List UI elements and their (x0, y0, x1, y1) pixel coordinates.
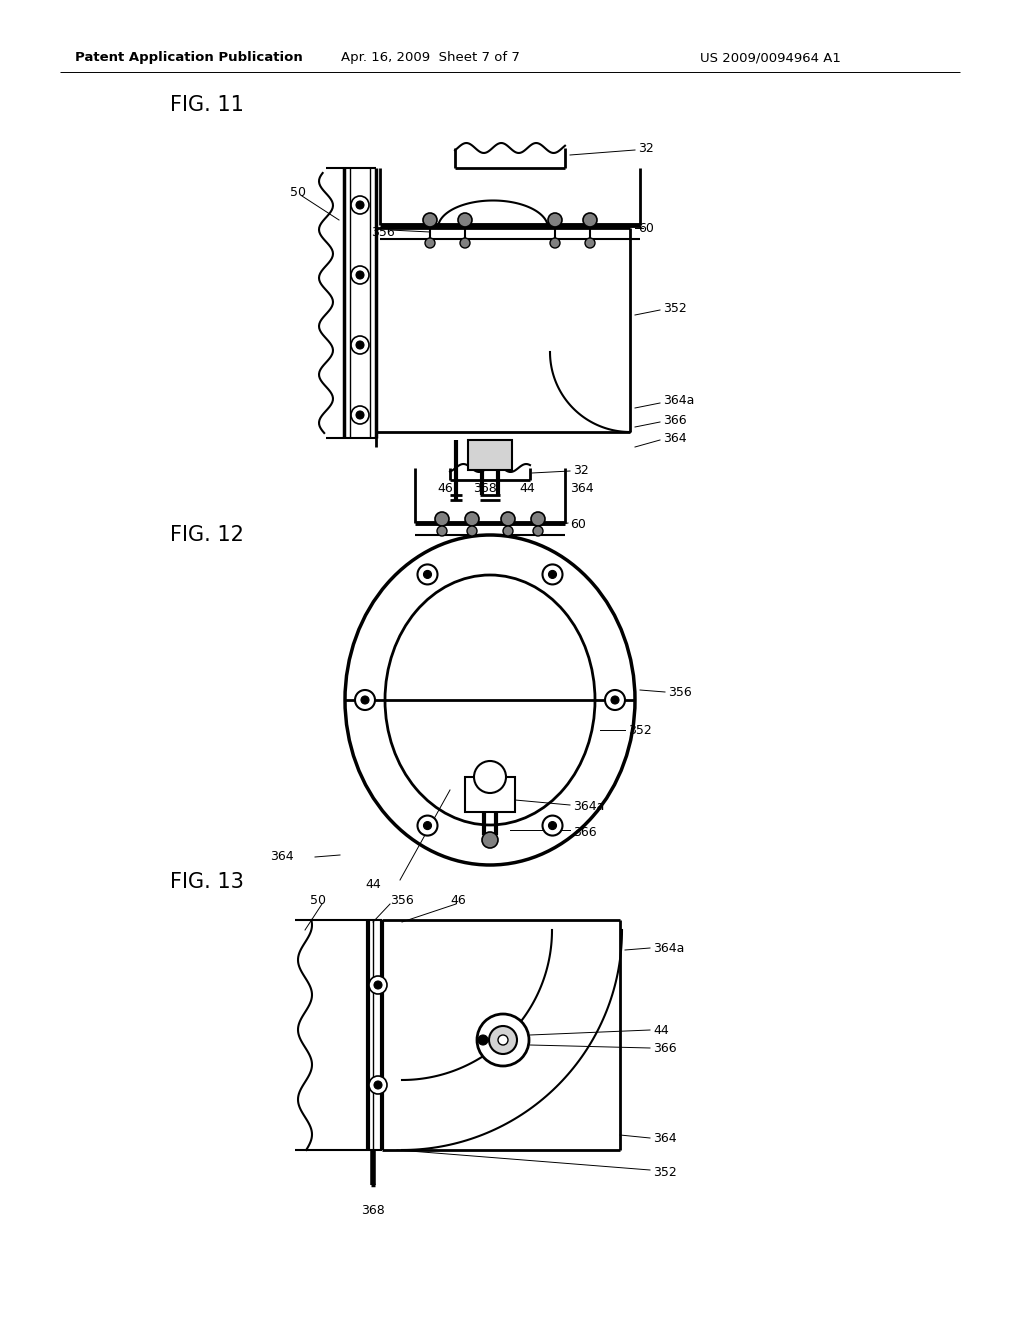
Text: 364: 364 (570, 482, 594, 495)
Circle shape (374, 1081, 382, 1089)
Text: FIG. 12: FIG. 12 (170, 525, 244, 545)
Text: 356: 356 (372, 226, 395, 239)
Text: FIG. 13: FIG. 13 (170, 873, 244, 892)
Text: Patent Application Publication: Patent Application Publication (75, 51, 303, 65)
Circle shape (355, 690, 375, 710)
Circle shape (543, 565, 562, 585)
Text: 44: 44 (519, 482, 535, 495)
Circle shape (489, 1026, 517, 1053)
Circle shape (458, 213, 472, 227)
Text: 364: 364 (270, 850, 294, 863)
Circle shape (498, 1035, 508, 1045)
Circle shape (435, 512, 449, 525)
Text: 356: 356 (390, 894, 414, 907)
Text: 32: 32 (573, 463, 589, 477)
Circle shape (474, 762, 506, 793)
Text: 46: 46 (437, 482, 453, 495)
Text: 366: 366 (663, 413, 687, 426)
Circle shape (611, 696, 618, 704)
Circle shape (351, 195, 369, 214)
Circle shape (534, 525, 543, 536)
Circle shape (478, 1035, 488, 1045)
Circle shape (424, 570, 431, 578)
Circle shape (585, 238, 595, 248)
Text: 364a: 364a (663, 393, 694, 407)
Circle shape (531, 512, 545, 525)
Circle shape (369, 975, 387, 994)
Text: 364a: 364a (573, 800, 604, 813)
Text: 352: 352 (663, 301, 687, 314)
Circle shape (549, 570, 556, 578)
Text: 32: 32 (638, 141, 653, 154)
Text: 60: 60 (570, 519, 586, 532)
Bar (465, 777, 515, 812)
Text: 368: 368 (473, 482, 497, 495)
Circle shape (605, 690, 625, 710)
Circle shape (583, 213, 597, 227)
Circle shape (549, 821, 556, 829)
Text: FIG. 11: FIG. 11 (170, 95, 244, 115)
Text: 44: 44 (653, 1023, 669, 1036)
Circle shape (356, 271, 364, 279)
Circle shape (356, 341, 364, 348)
Text: 352: 352 (628, 723, 651, 737)
Circle shape (425, 238, 435, 248)
Bar (468, 440, 512, 470)
Circle shape (351, 337, 369, 354)
Text: 366: 366 (653, 1041, 677, 1055)
Circle shape (503, 525, 513, 536)
Circle shape (548, 213, 562, 227)
Circle shape (477, 1014, 529, 1067)
Circle shape (356, 411, 364, 418)
Circle shape (424, 821, 431, 829)
Text: 352: 352 (653, 1166, 677, 1179)
Circle shape (437, 525, 447, 536)
Text: 44: 44 (365, 879, 381, 891)
Circle shape (356, 201, 364, 209)
Circle shape (351, 267, 369, 284)
Text: 364: 364 (663, 432, 687, 445)
Circle shape (361, 696, 369, 704)
Text: 356: 356 (668, 685, 692, 698)
Text: US 2009/0094964 A1: US 2009/0094964 A1 (700, 51, 841, 65)
Circle shape (418, 565, 437, 585)
Circle shape (482, 832, 498, 847)
Circle shape (467, 525, 477, 536)
Circle shape (418, 816, 437, 836)
Circle shape (369, 1076, 387, 1094)
Text: 60: 60 (638, 222, 654, 235)
Circle shape (374, 981, 382, 989)
Circle shape (543, 816, 562, 836)
Text: Apr. 16, 2009  Sheet 7 of 7: Apr. 16, 2009 Sheet 7 of 7 (341, 51, 519, 65)
Text: 368: 368 (361, 1204, 385, 1217)
Circle shape (351, 407, 369, 424)
Text: 50: 50 (290, 186, 306, 198)
Circle shape (460, 238, 470, 248)
Circle shape (423, 213, 437, 227)
Text: 46: 46 (450, 894, 466, 907)
Circle shape (465, 512, 479, 525)
Text: 364: 364 (653, 1131, 677, 1144)
Text: 366: 366 (573, 826, 597, 840)
Circle shape (550, 238, 560, 248)
Text: 50: 50 (310, 894, 326, 907)
Circle shape (501, 512, 515, 525)
Text: 364a: 364a (653, 941, 684, 954)
